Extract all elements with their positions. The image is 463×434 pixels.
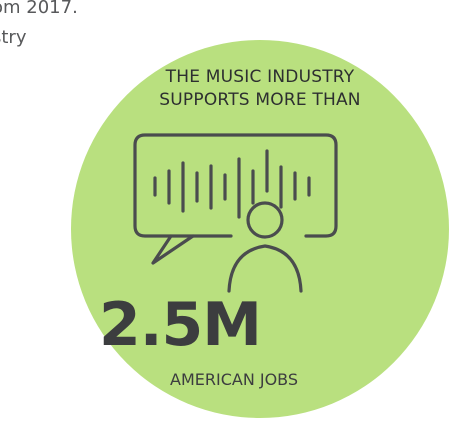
speech-bubble-outline xyxy=(133,133,338,238)
person-shoulders xyxy=(227,244,303,293)
intro-line-1: om 2017. xyxy=(0,0,78,18)
speech-bubble-tail xyxy=(151,234,195,265)
infographic-headline: THE MUSIC INDUSTRY SUPPORTS MORE THAN xyxy=(71,66,449,112)
headline-line-2: SUPPORTS MORE THAN xyxy=(159,90,361,110)
intro-line-2: stry xyxy=(0,27,27,48)
jobs-label: AMERICAN JOBS xyxy=(170,370,299,389)
speech-bubble-soundwave-person-icon xyxy=(133,133,338,293)
sound-wave-bars xyxy=(153,149,311,219)
intro-text: om 2017. stry xyxy=(0,0,78,53)
person-head xyxy=(246,201,284,239)
big-number-stat: 2.5M xyxy=(99,290,262,360)
headline-line-1: THE MUSIC INDUSTRY xyxy=(165,67,355,87)
